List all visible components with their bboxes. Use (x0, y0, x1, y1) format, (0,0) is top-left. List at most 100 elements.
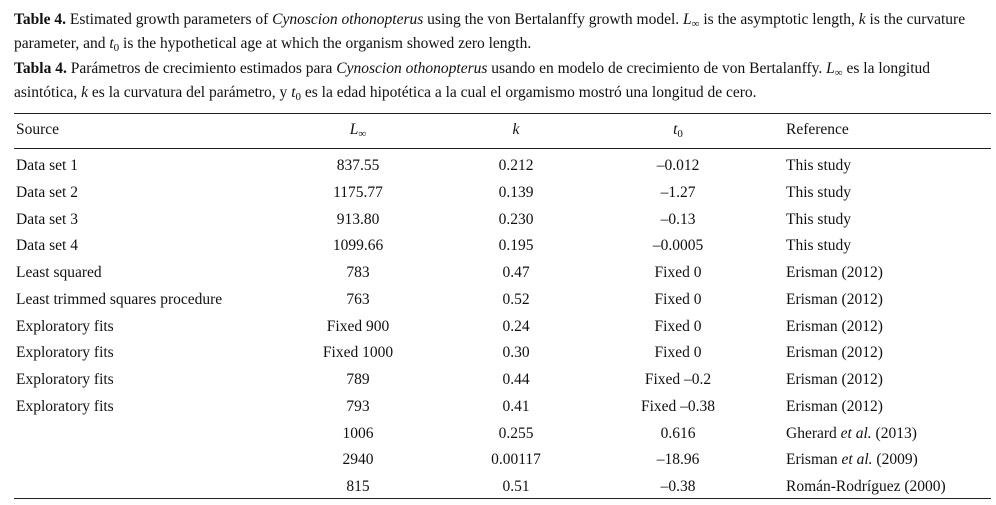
cell-reference: Erisman (2012) (786, 342, 883, 364)
caption-text: Estimated growth parameters of (66, 11, 272, 28)
table-row: Data set 2 1175.77 0.139 –1.27 This stud… (0, 182, 996, 208)
header-reference: Reference (786, 119, 849, 141)
caption-label: Table 4. (14, 11, 66, 28)
cell-k: 0.255 (466, 423, 566, 445)
cell-source: Exploratory fits (16, 316, 114, 338)
cell-t0: –0.012 (615, 155, 741, 177)
header-k: k (466, 119, 566, 141)
cell-k: 0.47 (466, 262, 566, 284)
cell-reference: This study (786, 155, 851, 177)
cell-linf: 793 (295, 396, 421, 418)
caption-text: usando en modelo de crecimiento de von B… (487, 60, 826, 77)
cell-k: 0.44 (466, 369, 566, 391)
header-source: Source (16, 119, 59, 141)
cell-k: 0.139 (466, 182, 566, 204)
caption-spanish: Tabla 4. Parámetros de crecimiento estim… (14, 57, 990, 105)
symbol-l: L (683, 11, 692, 28)
cell-reference: This study (786, 235, 851, 257)
caption-text: is the hypothetical age at which the org… (119, 35, 531, 52)
cell-reference: Erisman (2012) (786, 396, 883, 418)
cell-t0: Fixed 0 (615, 342, 741, 364)
cell-source: Data set 1 (16, 155, 78, 177)
cell-k: 0.24 (466, 316, 566, 338)
reference-year: (2009) (873, 451, 918, 468)
cell-k: 0.00117 (466, 449, 566, 471)
table-row: Exploratory fits 789 0.44 Fixed –0.2 Eri… (0, 369, 996, 395)
symbol-infinity: ∞ (835, 67, 843, 79)
cell-k: 0.52 (466, 289, 566, 311)
cell-k: 0.195 (466, 235, 566, 257)
cell-linf: Fixed 1000 (295, 342, 421, 364)
caption-english: Table 4. Estimated growth parameters of … (14, 8, 990, 56)
cell-t0: 0.616 (615, 423, 741, 445)
table-header-rule (14, 148, 991, 149)
reference-author: Erisman (786, 451, 842, 468)
cell-t0: Fixed 0 (615, 316, 741, 338)
cell-source: Data set 4 (16, 235, 78, 257)
cell-k: 0.30 (466, 342, 566, 364)
caption-text: es la edad hipotética a la cual el orgam… (301, 84, 757, 101)
cell-linf: Fixed 900 (295, 316, 421, 338)
cell-source: Least trimmed squares procedure (16, 289, 222, 311)
caption-text: is the asymptotic length, (699, 11, 858, 28)
cell-linf: 837.55 (295, 155, 421, 177)
cell-linf: 1099.66 (295, 235, 421, 257)
cell-linf: 763 (295, 289, 421, 311)
cell-reference: This study (786, 182, 851, 204)
cell-t0: Fixed –0.2 (615, 369, 741, 391)
cell-reference: This study (786, 209, 851, 231)
cell-source: Exploratory fits (16, 396, 114, 418)
cell-reference: Erisman (2012) (786, 369, 883, 391)
cell-reference: Román-Rodríguez (2000) (786, 476, 946, 498)
table-row: Exploratory fits 793 0.41 Fixed –0.38 Er… (0, 396, 996, 422)
reference-et-al: et al. (841, 425, 872, 442)
caption-text: Parámetros de crecimiento estimados para (67, 60, 336, 77)
reference-year: (2013) (872, 425, 917, 442)
species-name: Cynoscion othonopterus (336, 60, 487, 77)
header-t0-subscript: 0 (677, 128, 683, 140)
cell-k: 0.230 (466, 209, 566, 231)
table-row: 2940 0.00117 –18.96 Erisman et al. (2009… (0, 449, 996, 475)
cell-source: Data set 3 (16, 209, 78, 231)
table-row: Data set 3 913.80 0.230 –0.13 This study (0, 209, 996, 235)
cell-linf: 789 (295, 369, 421, 391)
cell-linf: 783 (295, 262, 421, 284)
cell-t0: Fixed –0.38 (615, 396, 741, 418)
table-bottom-rule (14, 498, 991, 499)
table-top-rule (14, 113, 991, 114)
cell-source: Least squared (16, 262, 102, 284)
table-row: Exploratory fits Fixed 1000 0.30 Fixed 0… (0, 342, 996, 368)
reference-et-al: et al. (842, 451, 873, 468)
caption-text: using the von Bertalanffy growth model. (423, 11, 683, 28)
table-row: Least squared 783 0.47 Fixed 0 Erisman (… (0, 262, 996, 288)
header-linf: L∞ (295, 119, 421, 141)
header-linf-subscript: ∞ (358, 128, 366, 140)
table-row: Data set 4 1099.66 0.195 –0.0005 This st… (0, 235, 996, 261)
caption-text: es la curvatura del parámetro, y (88, 84, 291, 101)
cell-t0: –0.38 (615, 476, 741, 498)
cell-linf: 913.80 (295, 209, 421, 231)
table-header-row: Source L∞ k t0 Reference (0, 119, 996, 145)
cell-k: 0.51 (466, 476, 566, 498)
cell-k: 0.41 (466, 396, 566, 418)
cell-t0: –1.27 (615, 182, 741, 204)
reference-author: Gherard (786, 425, 841, 442)
cell-t0: Fixed 0 (615, 262, 741, 284)
symbol-k: k (859, 11, 866, 28)
species-name: Cynoscion othonopterus (272, 11, 423, 28)
caption-label: Tabla 4. (14, 60, 67, 77)
cell-source: Data set 2 (16, 182, 78, 204)
header-t0: t0 (615, 119, 741, 141)
cell-k: 0.212 (466, 155, 566, 177)
cell-source: Exploratory fits (16, 342, 114, 364)
cell-t0: –0.0005 (615, 235, 741, 257)
cell-reference: Erisman (2012) (786, 316, 883, 338)
cell-reference: Erisman et al. (2009) (786, 449, 918, 471)
cell-linf: 815 (295, 476, 421, 498)
header-k-symbol: k (513, 121, 520, 138)
table-row: 1006 0.255 0.616 Gherard et al. (2013) (0, 423, 996, 449)
table-row: Exploratory fits Fixed 900 0.24 Fixed 0 … (0, 316, 996, 342)
table-row: Data set 1 837.55 0.212 –0.012 This stud… (0, 155, 996, 181)
cell-reference: Erisman (2012) (786, 262, 883, 284)
symbol-k: k (81, 84, 88, 101)
